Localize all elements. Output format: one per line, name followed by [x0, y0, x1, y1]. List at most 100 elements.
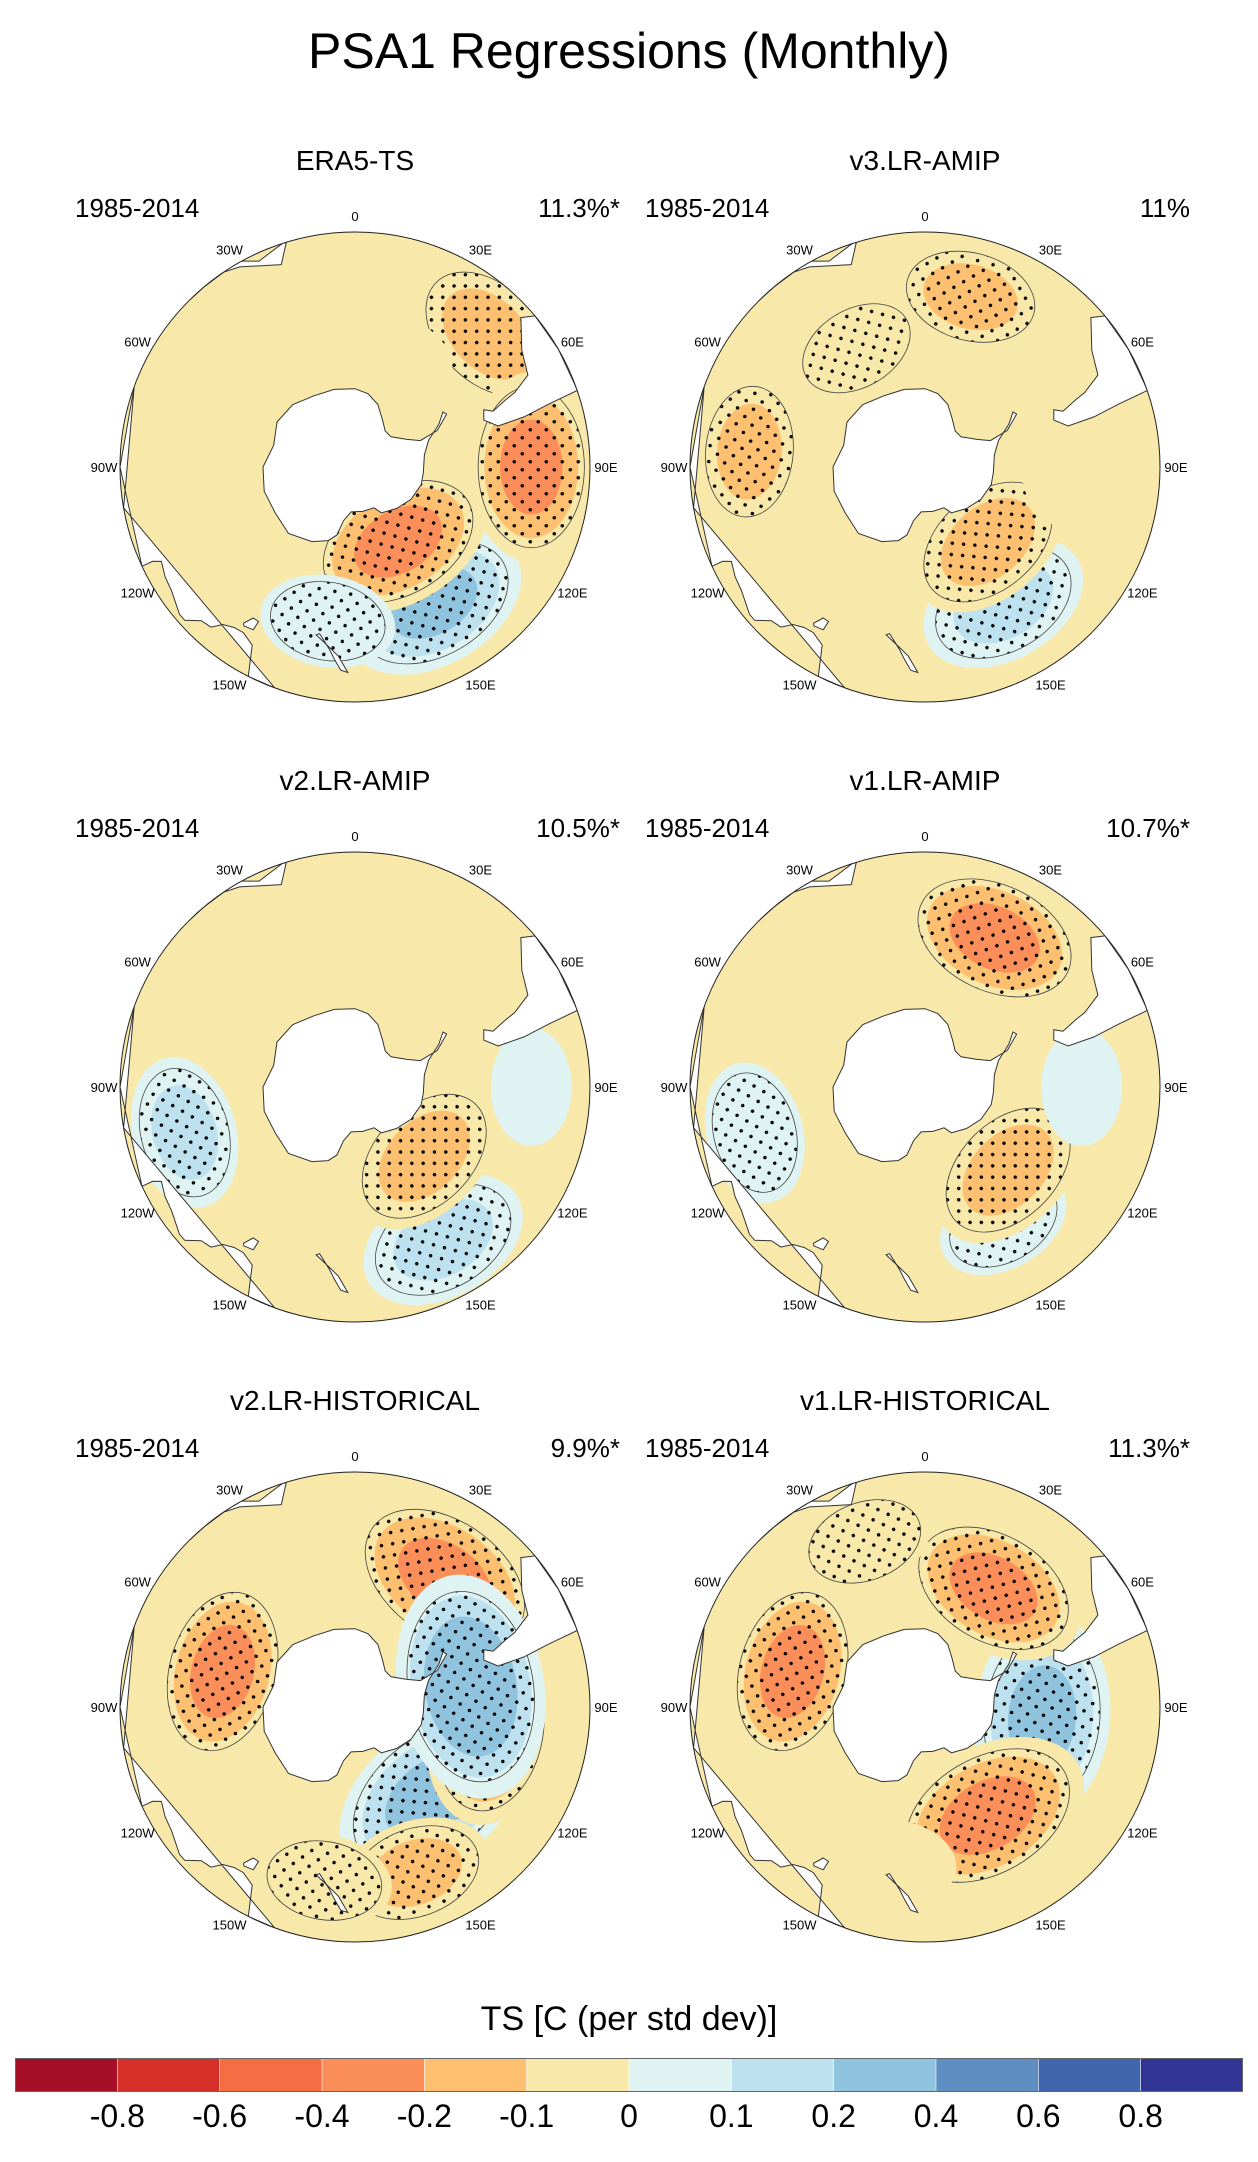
landmass: [1053, 1555, 1148, 1667]
colorbar-tick-label: -0.1: [499, 2098, 555, 2134]
anomaly-blob: [760, 963, 853, 1074]
longitude-label: 90W: [91, 460, 118, 475]
panel-variance-percent: 11%: [1139, 193, 1190, 223]
anomaly-blob: [839, 1820, 957, 1903]
anomaly-blob: [904, 868, 1085, 1008]
longitude-label: 60E: [561, 335, 584, 350]
longitude-label: 120E: [557, 586, 588, 601]
longitude-label: 120E: [1127, 1206, 1158, 1221]
polar-map: 030E60E90E120E150E180150W120W90W60W30W: [91, 209, 618, 703]
colorbar-swatch: [1038, 2058, 1142, 2092]
anomaly-blob: [891, 1736, 1084, 1895]
antarctica-landmass: [832, 1628, 1018, 1783]
antarctica-landmass: [832, 388, 1018, 543]
panel-variance-percent: 11.3%*: [1108, 1433, 1190, 1463]
longitude-label: 0: [921, 829, 928, 844]
panel-period: 1985-2014: [645, 813, 770, 843]
longitude-label: 90E: [594, 460, 617, 475]
landmass: [243, 1237, 260, 1251]
landmass: [1053, 315, 1148, 427]
anomaly-blob: [935, 1097, 1082, 1244]
landmass: [885, 1253, 919, 1294]
panel-variance-percent: 11.3%*: [538, 193, 620, 223]
map-panel-v3-lr-amip: v3.LR-AMIP 1985-2014 11% 0 30E 60E 90E 120E 1…: [645, 145, 1205, 705]
landmass: [483, 315, 578, 427]
panel-period: 1985-2014: [75, 813, 200, 843]
longitude-label: 120E: [1127, 1826, 1158, 1841]
colorbar-tick-label: 0.8: [1118, 2098, 1163, 2134]
anomaly-contour: [338, 313, 453, 400]
anomaly-blob: [905, 1516, 1082, 1661]
longitude-label: 150E: [1035, 1297, 1066, 1312]
landmass: [315, 1873, 349, 1914]
colorbar-tick-label: 0: [620, 2098, 638, 2134]
longitude-label: 90W: [91, 1700, 118, 1715]
anomaly-contour: [1021, 408, 1103, 526]
panel-title: v3.LR-AMIP: [849, 145, 1001, 176]
longitude-label: 0: [921, 1449, 928, 1464]
anomaly-blob: [727, 1578, 858, 1765]
anomaly-blob: [704, 1062, 805, 1203]
anomaly-blob: [131, 1057, 239, 1209]
longitude-label: 120W: [121, 586, 156, 601]
longitude-label: 60W: [124, 335, 151, 350]
longitude-label: 30W: [216, 863, 243, 878]
longitude-label: 150W: [213, 1917, 248, 1932]
longitude-label: 150W: [213, 677, 248, 692]
anomaly-contour: [760, 963, 853, 1074]
colorbar-tick-label: 0.4: [913, 2098, 959, 2134]
longitude-label: 0: [351, 829, 358, 844]
anomaly-field: [120, 852, 590, 1322]
longitude-label: 90W: [661, 1700, 688, 1715]
significance-stippling: [905, 250, 1036, 343]
longitude-label: 90E: [1164, 1700, 1187, 1715]
longitude-label: 60W: [694, 1575, 721, 1590]
panel-variance-percent: 10.5%*: [536, 813, 620, 843]
anomaly-blob: [260, 574, 396, 669]
longitude-label: 60E: [1131, 1575, 1154, 1590]
landmass: [813, 1237, 830, 1251]
anomaly-blob: [157, 1578, 288, 1765]
longitude-label: 120E: [557, 1826, 588, 1841]
longitude-label: 60W: [124, 1575, 151, 1590]
longitude-label: 30W: [216, 1483, 243, 1498]
longitude-label: 150E: [1035, 677, 1066, 692]
longitude-label: 150E: [465, 677, 496, 692]
panel-title: v2.LR-HISTORICAL: [230, 1385, 480, 1416]
polar-map: 030E60E90E120E150E180150W120W90W60W30W: [661, 829, 1188, 1323]
longitude-label: 120E: [557, 1206, 588, 1221]
anomaly-blob: [395, 1574, 546, 1799]
significance-stippling: [138, 1067, 231, 1198]
anomaly-blob: [1041, 1028, 1123, 1146]
colorbar-tick-label: -0.2: [396, 2098, 452, 2134]
anomaly-blob: [912, 471, 1064, 613]
anomaly-blob: [416, 902, 521, 1001]
longitude-label: 150W: [213, 1297, 248, 1312]
longitude-label: 30W: [786, 863, 813, 878]
anomaly-field: [120, 1472, 590, 1942]
colorbar-swatch: [935, 2058, 1040, 2092]
longitude-label: 30W: [216, 243, 243, 258]
map-boundary: [689, 851, 1161, 1323]
longitude-label: 0: [351, 1449, 358, 1464]
longitude-label: 120W: [121, 1826, 156, 1841]
longitude-label: 150W: [783, 677, 818, 692]
longitude-label: 30W: [786, 243, 813, 258]
colorbar-tick-label: -0.4: [294, 2098, 350, 2134]
anomaly-contour: [190, 343, 283, 454]
antarctica-landmass: [262, 1008, 448, 1163]
longitude-label: 30W: [786, 1483, 813, 1498]
map-panel-v1-lr-amip: v1.LR-AMIP 1985-2014 10.7%* 0 30E 60E 90E 12…: [645, 765, 1205, 1325]
map-boundary: [119, 1471, 591, 1943]
longitude-label: 30E: [469, 243, 492, 258]
longitude-label: 120W: [121, 1206, 156, 1221]
colorbar-swatch: [731, 2058, 835, 2092]
colorbar-swatch: [219, 2058, 323, 2092]
anomaly-blob: [190, 343, 283, 454]
colorbar-swatch: [628, 2058, 733, 2092]
longitude-label: 0: [351, 209, 358, 224]
anomaly-field: [120, 232, 590, 702]
longitude-label: 150E: [1035, 1917, 1066, 1932]
landmass: [885, 1873, 919, 1914]
longitude-label: 30E: [1039, 243, 1062, 258]
